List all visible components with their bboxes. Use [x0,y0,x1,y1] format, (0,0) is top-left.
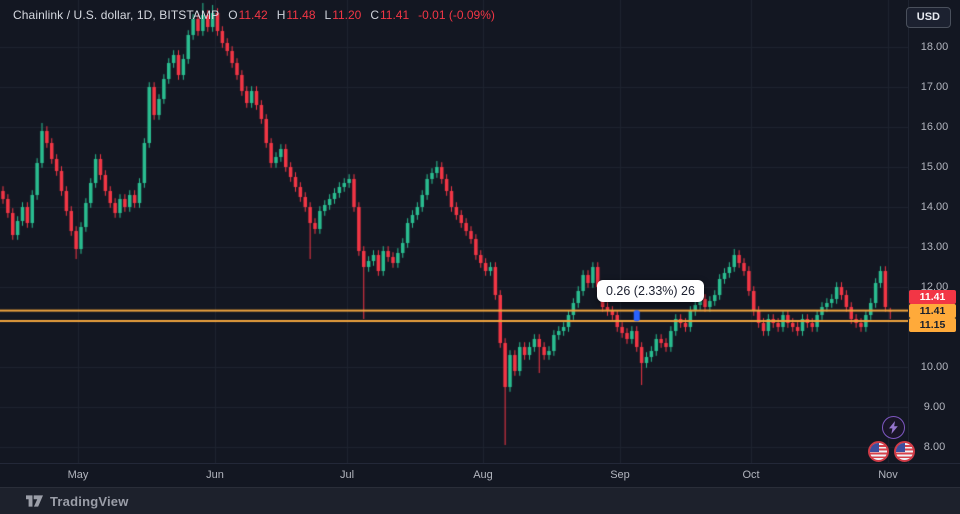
lightning-icon [889,421,898,434]
range-tool-tooltip[interactable]: 0.26 (2.33%) 26 [597,280,704,302]
price-tick-label: 18.00 [920,41,949,53]
level-price-badge[interactable]: 11.41 [909,303,956,318]
high-value: H 11.48 [276,8,316,22]
price-tick-label: 13.00 [920,241,949,253]
symbol-title[interactable]: Chainlink / U.S. dollar, 1D, BITSTAMP [13,8,220,22]
open-value: O 11.42 [228,8,268,22]
month-label: Aug [473,469,493,481]
us-flag-event-icon[interactable] [894,441,915,462]
tradingview-logo[interactable]: TradingView [26,494,129,509]
tradingview-logo-icon [26,495,43,507]
lightning-button[interactable] [882,416,905,439]
price-tick-label: 15.00 [920,161,949,173]
price-tick-label: 9.00 [923,401,946,413]
price-tick-label: 8.00 [923,441,946,453]
price-change: -0.01 (-0.09%) [418,8,495,22]
month-label: Jul [339,469,355,481]
level-price-badge[interactable]: 11.15 [909,318,956,333]
low-value: L 11.20 [324,8,362,22]
tradingview-logo-text: TradingView [50,493,129,509]
month-label: May [67,469,89,481]
currency-button[interactable]: USD [905,7,951,28]
price-axis[interactable]: 18.00 17.00 16.00 15.00 14.00 13.00 12.00 10.00… [908,0,960,463]
close-value: C 11.41 [370,8,410,22]
bottom-bar: TradingView [0,487,960,514]
month-label: Sep [610,469,630,481]
price-tick-label: 10.00 [920,361,949,373]
candlestick-chart[interactable] [0,0,908,463]
month-label: Nov [878,469,898,481]
price-tick-label: 14.00 [920,201,949,213]
price-tick-label: 16.00 [920,121,949,133]
us-flag-event-icon[interactable] [868,441,889,462]
month-label: Oct [742,469,760,481]
month-label: Jun [206,469,224,481]
last-price-badge: 11.41 [909,289,956,304]
price-tick-label: 17.00 [920,81,949,93]
time-axis[interactable]: May Jun Jul Aug Sep Oct Nov [0,463,960,487]
